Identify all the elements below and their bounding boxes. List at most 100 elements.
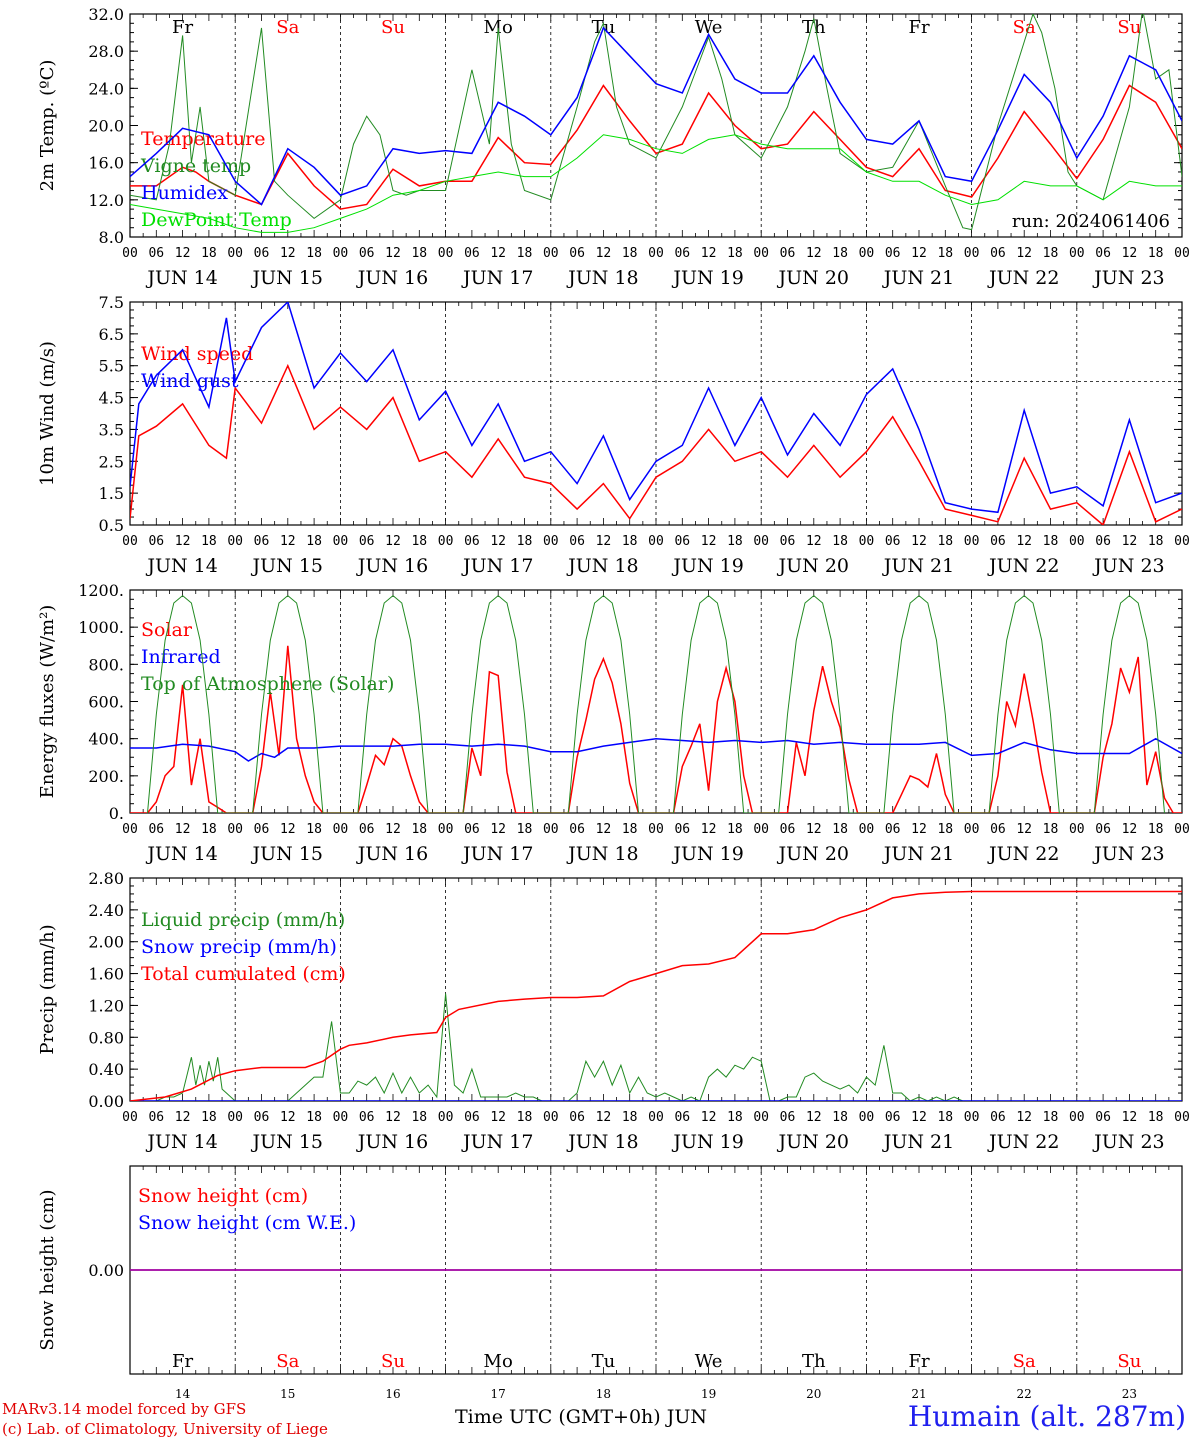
x-hour-label: 18	[1043, 1110, 1059, 1125]
x-hour-label: 18	[411, 534, 427, 549]
x-hour-label: 06	[885, 822, 901, 837]
x-hour-label: 06	[1095, 822, 1111, 837]
x-date-label: JUN 19	[671, 267, 743, 289]
x-date-label: JUN 22	[987, 1131, 1059, 1153]
weekday-label: We	[695, 17, 723, 38]
y-tick-label: 5.5	[99, 357, 124, 376]
y-tick-label: 28.0	[88, 42, 124, 61]
x-hour-label: 00	[438, 246, 454, 261]
x-hour-label: 18	[1148, 822, 1164, 837]
x-hour-label: 00	[438, 1110, 454, 1125]
y-tick-label: 600.	[88, 693, 124, 712]
y-tick-label: 4.5	[99, 389, 124, 408]
x-hour-label: 18	[517, 1110, 533, 1125]
run-annotation: run: 2024061406	[1012, 211, 1170, 232]
x-date-label: JUN 23	[1092, 555, 1164, 577]
weekday-label: Th	[802, 17, 826, 38]
x-hour-label: 00	[333, 822, 349, 837]
x-hour-label: 00	[122, 534, 138, 549]
y-tick-label: 0.5	[99, 516, 124, 535]
x-hour-label: 06	[148, 1110, 164, 1125]
x-hour-label: 06	[359, 534, 375, 549]
x-hour-label: 00	[648, 822, 664, 837]
x-hour-label: 18	[306, 534, 322, 549]
x-hour-label: 12	[596, 822, 612, 837]
y-axis-title: 10m Wind (m/s)	[37, 341, 58, 486]
x-hour-label: 06	[990, 1110, 1006, 1125]
x-hour-label: 18	[1148, 246, 1164, 261]
x-hour-label: 06	[569, 1110, 585, 1125]
series-line-wind-speed	[130, 363, 1182, 525]
x-hour-label: 12	[1122, 246, 1138, 261]
x-hour-label: 06	[148, 534, 164, 549]
x-hour-label: 06	[780, 1110, 796, 1125]
x-hour-label: 12	[806, 822, 822, 837]
x-hour-label: 12	[175, 246, 191, 261]
x-date-label: JUN 16	[356, 555, 428, 577]
x-hour-label: 12	[490, 246, 506, 261]
x-hour-label: 18	[622, 822, 638, 837]
y-tick-label: 1.20	[88, 996, 124, 1015]
x-hour-label: 06	[254, 822, 270, 837]
legend-total-cumulated-cm-: Total cumulated (cm)	[141, 963, 346, 985]
weekday-label: Tu	[592, 1351, 616, 1372]
x-hour-label: 12	[280, 822, 296, 837]
y-tick-label: 800.	[88, 655, 124, 674]
x-date-label: JUN 23	[1092, 1131, 1164, 1153]
x-hour-label: 06	[148, 822, 164, 837]
weekday-label: Su	[381, 1351, 405, 1372]
x-hour-label: 12	[280, 246, 296, 261]
day-number-label: 19	[701, 1387, 716, 1401]
x-date-label: JUN 17	[461, 843, 533, 865]
x-hour-label: 12	[911, 246, 927, 261]
model-credit-text: MARv3.14 model forced by GFS	[2, 1400, 247, 1418]
y-tick-label: 0.40	[88, 1060, 124, 1079]
y-tick-label: 12.0	[88, 191, 124, 210]
station-name: Humain (alt. 287m)	[907, 1400, 1186, 1433]
x-hour-label: 12	[385, 246, 401, 261]
weekday-label: Sa	[1013, 1351, 1036, 1372]
panel-frame	[129, 13, 1183, 238]
x-hour-label: 18	[727, 246, 743, 261]
x-date-label: JUN 18	[566, 267, 638, 289]
x-hour-label: 00	[122, 822, 138, 837]
x-hour-label: 18	[832, 534, 848, 549]
weekday-label: Su	[1117, 1351, 1141, 1372]
x-hour-label: 00	[333, 246, 349, 261]
x-hour-label: 18	[517, 534, 533, 549]
x-date-label: JUN 23	[1092, 267, 1164, 289]
weekday-label: Sa	[276, 17, 299, 38]
x-date-label: JUN 20	[777, 1131, 849, 1153]
x-hour-label: 12	[490, 822, 506, 837]
x-hour-label: 06	[674, 246, 690, 261]
weekday-label: Fr	[908, 1351, 929, 1372]
x-hour-label: 06	[780, 534, 796, 549]
y-tick-label: 2.5	[99, 452, 124, 471]
panel-frame	[129, 301, 1183, 526]
x-hour-label: 00	[859, 1110, 875, 1125]
x-date-label: JUN 22	[987, 267, 1059, 289]
y-tick-label: 1.60	[88, 965, 124, 984]
x-hour-label: 00	[1069, 246, 1085, 261]
x-hour-label: 18	[622, 246, 638, 261]
x-hour-label: 18	[411, 822, 427, 837]
x-hour-label: 18	[832, 822, 848, 837]
x-hour-label: 00	[1174, 246, 1190, 261]
series-line-temperature	[130, 84, 1182, 210]
series-line-vigne-temp	[130, 14, 1182, 231]
x-hour-label: 06	[1095, 246, 1111, 261]
x-hour-label: 00	[227, 1110, 243, 1125]
x-hour-label: 18	[306, 822, 322, 837]
y-tick-label: 24.0	[88, 79, 124, 98]
x-hour-label: 12	[806, 1110, 822, 1125]
x-hour-label: 00	[122, 1110, 138, 1125]
x-hour-label: 00	[964, 1110, 980, 1125]
x-hour-label: 18	[517, 822, 533, 837]
x-hour-label: 12	[385, 534, 401, 549]
x-hour-label: 12	[806, 534, 822, 549]
x-hour-label: 06	[359, 1110, 375, 1125]
y-tick-label: 0.00	[88, 1261, 124, 1280]
x-date-label: JUN 14	[145, 843, 217, 865]
x-hour-label: 06	[990, 822, 1006, 837]
